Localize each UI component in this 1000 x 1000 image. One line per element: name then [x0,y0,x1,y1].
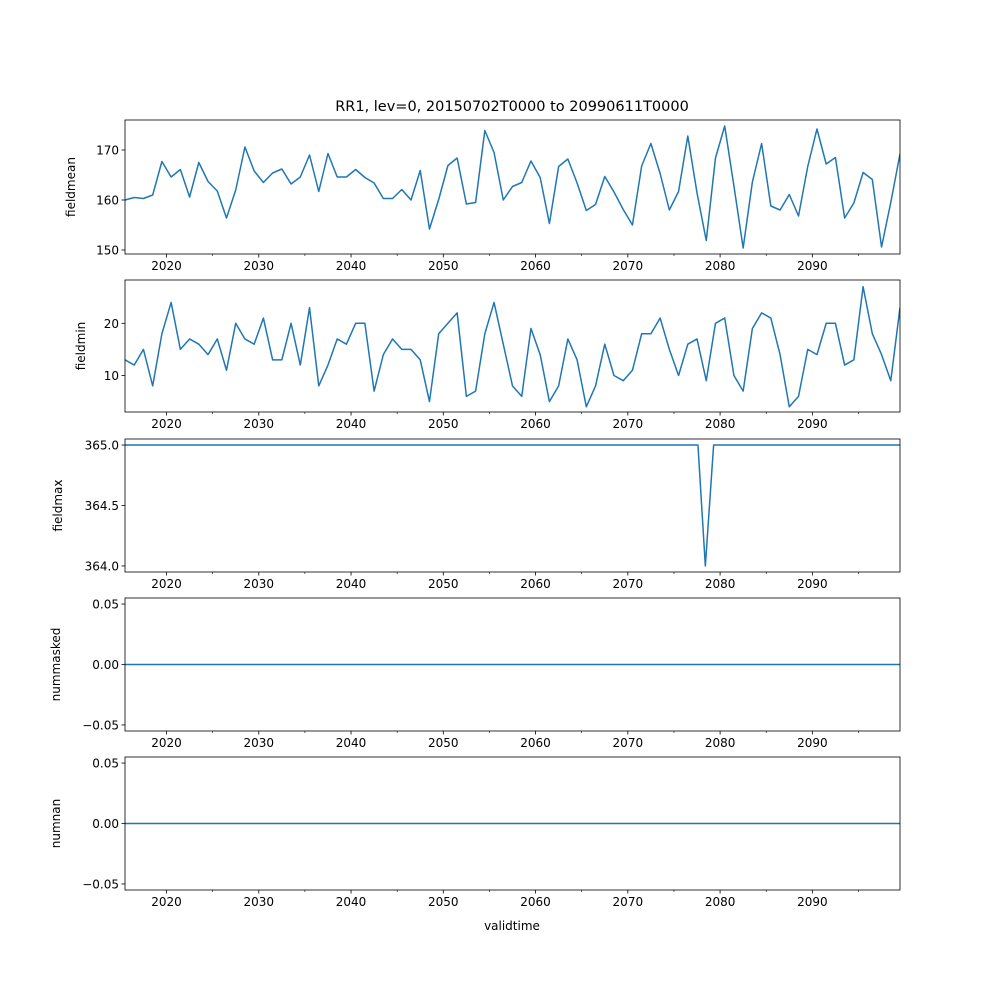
y-tick-label: 364.0 [85,559,119,573]
y-tick-label: 0.00 [92,817,119,831]
x-tick-label: 2020 [151,736,182,750]
x-tick-label: 2050 [428,259,459,273]
x-tick-label: 2040 [336,895,367,909]
axes-frame [124,279,901,413]
x-tick-label: 2050 [428,577,459,591]
y-axis-label-nummasked: nummasked [49,628,63,702]
y-tick-label: 365.0 [85,439,119,453]
y-tick-label: −0.05 [82,718,119,732]
x-tick-label: 2090 [797,259,828,273]
x-tick-label: 2080 [705,736,736,750]
y-axis-label-fieldmax: fieldmax [51,479,65,531]
x-tick-label: 2070 [613,577,644,591]
x-tick-label: 2020 [151,417,182,431]
subplot-fieldmin: 2020 2030 2040 2050 2060 2070 2080 2090 10 20 fiel… [74,279,901,431]
y-tick-label: 0.00 [92,658,119,672]
x-tick-label: 2030 [244,736,275,750]
x-tick-label: 2070 [613,736,644,750]
x-tick-label: 2070 [613,895,644,909]
x-tick-label: 2090 [797,417,828,431]
x-tick-label: 2050 [428,417,459,431]
x-tick-label: 2080 [705,895,736,909]
subplot-fieldmean: 2020 2030 2040 2050 2060 2070 2080 2090 150 160 17… [64,119,901,273]
x-tick-label: 2030 [244,895,275,909]
x-tick-label: 2050 [428,736,459,750]
y-tick-label: 10 [104,369,119,383]
x-tick-label: 2060 [520,259,551,273]
x-tick-label: 2060 [520,417,551,431]
axes-frame [124,119,901,255]
y-axis-label-fieldmin: fieldmin [74,322,88,371]
x-tick-label: 2070 [613,417,644,431]
y-tick-label: 364.5 [85,499,119,513]
x-tick-label: 2090 [797,736,828,750]
y-tick-label: 150 [96,244,119,258]
x-tick-label: 2060 [520,736,551,750]
x-tick-label: 2030 [244,577,275,591]
y-tick-label: 160 [96,194,119,208]
series-line-fieldmax [125,444,900,567]
x-tick-label: 2060 [520,577,551,591]
subplot-panels: 2020 2030 2040 2050 2060 2070 2080 2090 150 160 17… [49,119,901,909]
series-line-fieldmin [125,286,900,408]
x-tick-label: 2040 [336,736,367,750]
x-tick-label: 2070 [613,259,644,273]
x-tick-label: 2040 [336,417,367,431]
x-tick-label: 2040 [336,577,367,591]
x-tick-label: 2060 [520,895,551,909]
y-tick-label: 20 [104,317,119,331]
x-tick-label: 2050 [428,895,459,909]
series-line-fieldmean [125,125,900,249]
y-axis-label-numnan: numnan [49,799,63,848]
x-tick-label: 2080 [705,577,736,591]
x-tick-label: 2020 [151,895,182,909]
x-axis-label: validtime [484,919,540,933]
y-axis-label-fieldmean: fieldmean [64,157,78,217]
y-tick-label: −0.05 [82,877,119,891]
subplot-fieldmax: 2020 2030 2040 2050 2060 2070 2080 2090 364.0 364… [51,439,901,591]
x-tick-label: 2090 [797,577,828,591]
x-tick-label: 2090 [797,895,828,909]
subplot-numnan: 2020 2030 2040 2050 2060 2070 2080 2090 −0.05 0.0… [49,757,901,909]
y-tick-label: 0.05 [92,757,119,771]
x-tick-label: 2040 [336,259,367,273]
x-tick-label: 2020 [151,259,182,273]
x-tick-label: 2080 [705,259,736,273]
x-tick-label: 2080 [705,417,736,431]
x-tick-label: 2030 [244,417,275,431]
chart-title: RR1, lev=0, 20150702T0000 to 20990611T00… [335,99,689,115]
x-tick-label: 2020 [151,577,182,591]
x-tick-label: 2030 [244,259,275,273]
subplot-nummasked: 2020 2030 2040 2050 2060 2070 2080 2090 −0.05 0.0… [49,598,901,750]
y-tick-label: 170 [96,144,119,158]
y-tick-label: 0.05 [92,598,119,612]
